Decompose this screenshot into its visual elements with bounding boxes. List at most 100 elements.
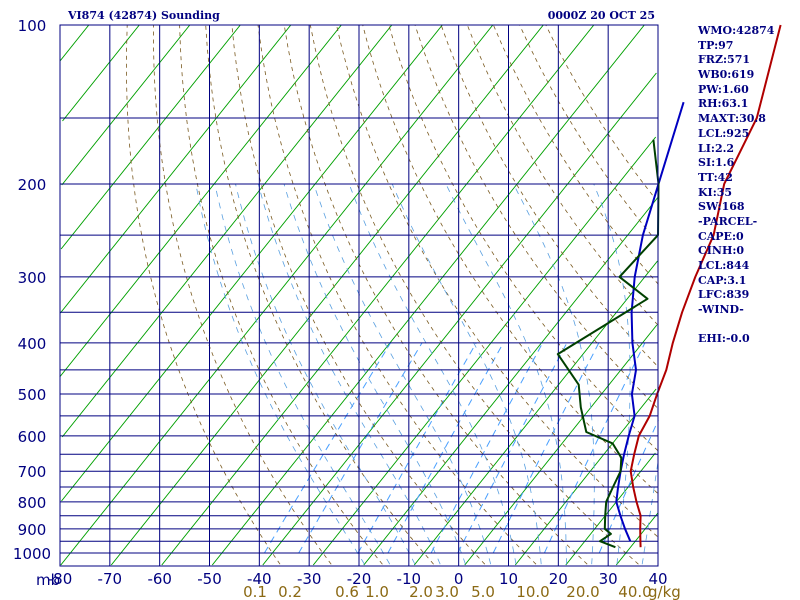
- stat-line: CINH:0: [698, 244, 745, 258]
- plot-frame: [59, 24, 659, 567]
- mixing-ratio-label: 10.0: [516, 583, 549, 600]
- isotherm-line: [615, 512, 659, 566]
- dry-adiabat-line: [545, 24, 653, 196]
- isotherm-line: [61, 24, 191, 186]
- temperature-tick-label: -70: [98, 570, 123, 588]
- mixing-ratio-label: 40.0: [618, 583, 651, 600]
- dry-adiabat-line: [257, 24, 537, 565]
- moist-adiabat-line: [348, 183, 517, 565]
- mixing-ratio-label: 0.1: [243, 583, 267, 600]
- stat-line: -PARCEL-: [698, 214, 758, 228]
- mixing-ratio-label: 3.0: [435, 583, 459, 600]
- moist-adiabat-line: [641, 461, 659, 565]
- mixing-ratio-label: 0.2: [278, 583, 302, 600]
- isotherm-line: [262, 72, 657, 566]
- isotherm-line: [60, 24, 494, 566]
- pressure-unit-label: mb: [36, 571, 60, 589]
- stat-line: WMO:42874: [698, 24, 775, 37]
- series-line-temperature: [629, 24, 782, 548]
- temperature-tick-label: 30: [599, 570, 618, 588]
- temperature-tick-label: -20: [347, 570, 372, 588]
- dry-adiabat-line: [125, 24, 281, 565]
- stat-line: CAP:3.1: [698, 273, 747, 287]
- pressure-tick-label: 700: [18, 463, 47, 481]
- dry-adiabat-line: [414, 24, 658, 408]
- moist-adiabat-line: [235, 183, 416, 565]
- temperature-tick-label: 0: [454, 570, 464, 588]
- stat-line: SI:1.6: [698, 156, 735, 170]
- stat-line: LCL:925: [698, 126, 750, 140]
- mixing-ratio-label: 2.0: [409, 583, 433, 600]
- dry-adiabat-line: [336, 24, 658, 537]
- isotherm-line: [211, 24, 645, 566]
- stat-line: LFC:839: [698, 288, 750, 302]
- mixing-ratio-label: 1.0: [365, 583, 389, 600]
- chart-title: VI874 (42874) Sounding: [67, 9, 220, 22]
- isotherm-line: [413, 260, 658, 566]
- dry-adiabat-line: [309, 24, 639, 565]
- dry-adiabat-line: [283, 24, 588, 565]
- temperature-tick-label: 10: [499, 570, 518, 588]
- isotherm-line: [60, 24, 241, 250]
- moist-adiabat-line: [195, 183, 365, 565]
- isotherm-line: [60, 24, 292, 314]
- moist-adiabat-line: [257, 183, 441, 565]
- stat-line: LCL:844: [698, 259, 750, 272]
- stat-line: MAXT:30.8: [698, 112, 766, 126]
- stat-line: RH:63.1: [698, 97, 749, 111]
- mixing-ratio-label: 5.0: [471, 583, 495, 600]
- mixing-ratio-unit-label: g/kg: [648, 583, 681, 600]
- temperature-tick-label: -30: [297, 570, 322, 588]
- stat-line: CAPE:0: [698, 229, 744, 243]
- moist-adiabat-line: [214, 183, 391, 565]
- isotherm-line: [161, 24, 595, 566]
- series-line-parcel: [615, 101, 685, 542]
- chart-time: 0000Z 20 OCT 25: [548, 9, 655, 22]
- stat-line: LI:2.2: [698, 141, 735, 155]
- isotherm-line: [110, 24, 544, 566]
- stat-line: EHI:-0.0: [698, 332, 750, 346]
- stat-line: FRZ:571: [698, 53, 751, 67]
- isotherm-line: [61, 24, 443, 502]
- temperature-tick-label: -60: [147, 570, 172, 588]
- dry-adiabat-line: [466, 24, 659, 326]
- isotherm-line: [464, 324, 658, 566]
- stat-line: -WIND-: [698, 303, 744, 317]
- dry-adiabat-line: [205, 24, 434, 565]
- stat-line: [698, 318, 798, 333]
- mixing-ratio-line: [598, 419, 659, 554]
- temperature-tick-label: 20: [549, 570, 568, 588]
- stat-line: TP:97: [698, 38, 734, 52]
- pressure-tick-label: 800: [18, 494, 47, 512]
- series-line-dewpoint: [556, 139, 660, 549]
- pressure-tick-label: 900: [18, 521, 47, 539]
- pressure-tick-label: 1000: [13, 545, 51, 563]
- moist-adiabat-line: [283, 183, 466, 565]
- dry-adiabat-line: [152, 24, 332, 565]
- stat-line: SW:168: [698, 200, 745, 214]
- stat-line: WB0:619: [698, 68, 755, 82]
- mixing-ratio-label: 0.6: [335, 583, 359, 600]
- dry-adiabat-line: [493, 24, 659, 285]
- isotherm-line: [363, 196, 659, 566]
- pressure-tick-label: 200: [18, 176, 47, 194]
- temperature-tick-label: -50: [197, 570, 222, 588]
- temperature-tick-label: -80: [48, 570, 73, 588]
- moist-adiabat-line: [445, 183, 567, 565]
- isotherm-line: [59, 24, 342, 378]
- mixing-ratio-label: 20.0: [566, 583, 599, 600]
- stat-line: KI:35: [698, 185, 733, 199]
- pressure-tick-label: 500: [18, 386, 47, 404]
- pressure-tick-label: 300: [18, 269, 47, 287]
- temperature-tick-label: -10: [397, 570, 422, 588]
- pressure-tick-label: 100: [18, 17, 47, 35]
- stat-line: TT:42: [698, 170, 733, 184]
- isotherm-line: [312, 136, 657, 566]
- pressure-tick-label: 600: [18, 428, 47, 446]
- dry-adiabat-line: [440, 24, 657, 365]
- stat-line: PW:1.60: [698, 82, 749, 96]
- temperature-tick-label: -40: [247, 570, 272, 588]
- temperature-tick-label: 40: [648, 570, 667, 588]
- isotherm-line: [514, 388, 657, 566]
